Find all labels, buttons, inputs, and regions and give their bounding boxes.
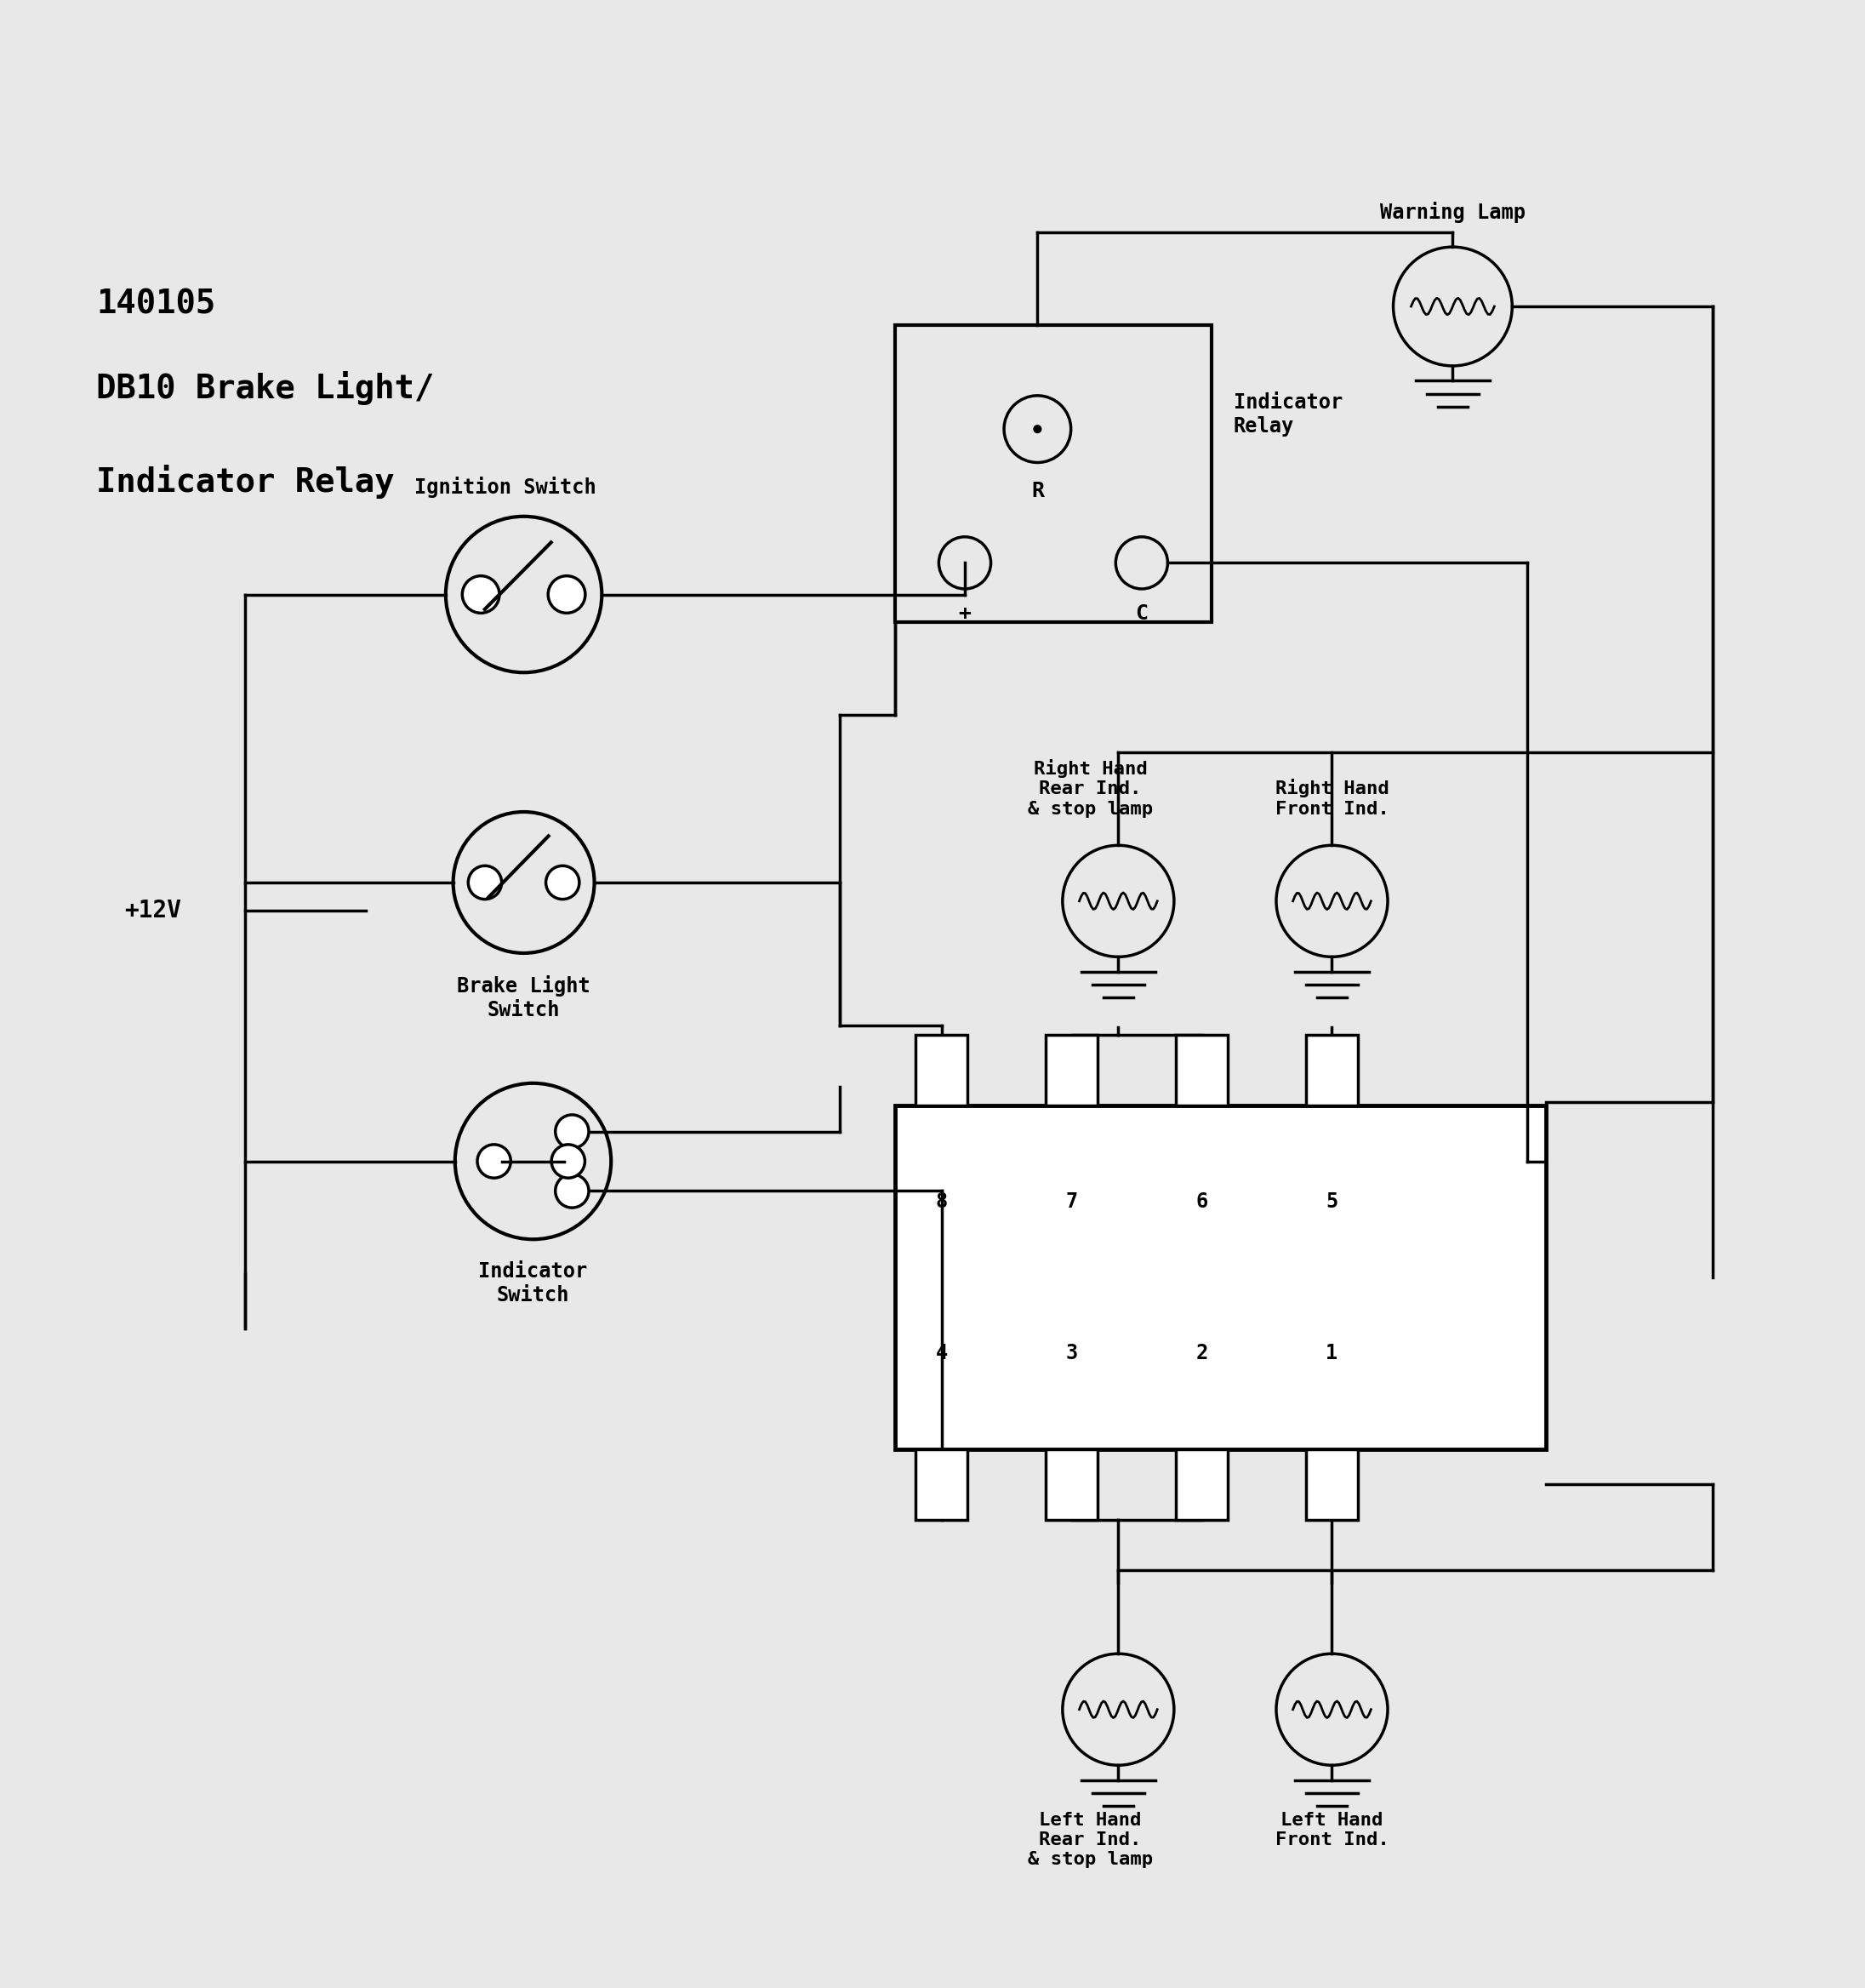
- Circle shape: [556, 1115, 589, 1149]
- Bar: [895, 324, 1210, 622]
- Text: Warning Lamp: Warning Lamp: [1380, 201, 1526, 223]
- Bar: [1177, 1449, 1227, 1521]
- Text: Left Hand
Front Ind.: Left Hand Front Ind.: [1276, 1811, 1389, 1849]
- Text: Indicator
Switch: Indicator Switch: [479, 1262, 587, 1306]
- Text: Right Hand
Front Ind.: Right Hand Front Ind.: [1276, 779, 1389, 817]
- Text: 1: 1: [1326, 1342, 1337, 1364]
- Circle shape: [556, 1175, 589, 1209]
- Text: 4: 4: [936, 1342, 947, 1364]
- Text: 5: 5: [1326, 1191, 1337, 1213]
- Text: Indicator Relay: Indicator Relay: [97, 465, 395, 499]
- Text: 2: 2: [1195, 1342, 1209, 1364]
- Text: +12V: +12V: [125, 899, 181, 922]
- Circle shape: [468, 865, 502, 899]
- Text: DB10 Brake Light/: DB10 Brake Light/: [97, 372, 435, 406]
- Text: 140105: 140105: [97, 288, 216, 320]
- Text: R: R: [1031, 481, 1044, 501]
- Bar: [1177, 1036, 1227, 1105]
- Circle shape: [548, 577, 586, 612]
- Circle shape: [546, 865, 580, 899]
- Bar: [1306, 1449, 1358, 1521]
- Text: Left Hand
Rear Ind.
& stop lamp: Left Hand Rear Ind. & stop lamp: [1028, 1811, 1153, 1869]
- Text: 7: 7: [1065, 1191, 1078, 1213]
- Circle shape: [463, 577, 500, 612]
- Bar: [1046, 1449, 1098, 1521]
- Circle shape: [1033, 425, 1041, 433]
- Text: +: +: [959, 604, 972, 624]
- Circle shape: [477, 1145, 511, 1179]
- Circle shape: [552, 1145, 586, 1179]
- Text: Indicator
Relay: Indicator Relay: [1233, 392, 1343, 435]
- Bar: [895, 1105, 1546, 1449]
- Text: Ignition Switch: Ignition Switch: [414, 477, 597, 497]
- Bar: [916, 1449, 968, 1521]
- Bar: [916, 1036, 968, 1105]
- Text: Right Hand
Rear Ind.
& stop lamp: Right Hand Rear Ind. & stop lamp: [1028, 759, 1153, 817]
- Text: 8: 8: [936, 1191, 947, 1213]
- Text: C: C: [1136, 604, 1149, 624]
- Bar: [1046, 1036, 1098, 1105]
- Text: Brake Light
Switch: Brake Light Switch: [457, 976, 591, 1020]
- Text: 3: 3: [1065, 1342, 1078, 1364]
- Bar: [1306, 1036, 1358, 1105]
- Text: 6: 6: [1195, 1191, 1209, 1213]
